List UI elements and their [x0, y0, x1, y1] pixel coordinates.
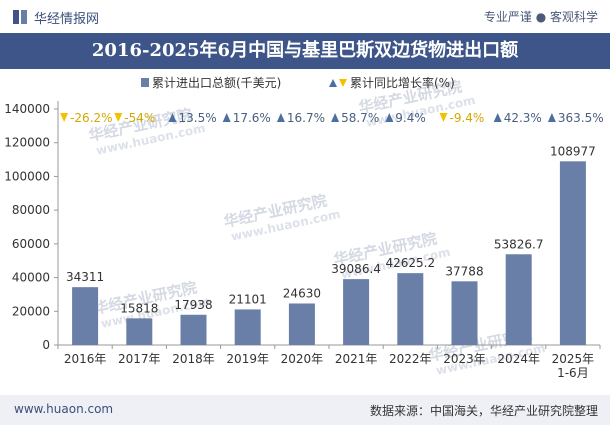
- bar-value-label: 53826.7: [494, 237, 544, 251]
- growth-rate-label: 9.4%: [395, 111, 426, 125]
- bar: [288, 303, 315, 345]
- x-tick-label: 2023年: [443, 352, 486, 366]
- growth-rate-label: 17.6%: [233, 111, 271, 125]
- bar-value-label: 17938: [174, 298, 212, 312]
- legend-arrow-down-icon: [339, 79, 347, 87]
- growth-up-arrow-icon: [385, 113, 394, 122]
- bar: [505, 254, 532, 345]
- x-tick-label: 2019年: [226, 352, 269, 366]
- bar: [72, 287, 99, 345]
- y-tick-label: 20000: [12, 304, 50, 318]
- growth-rate-label: 13.5%: [179, 111, 217, 125]
- x-tick-label: 2016年: [64, 352, 107, 366]
- growth-down-arrow-icon: [60, 113, 69, 122]
- y-tick-label: 80000: [12, 203, 50, 217]
- x-tick-label: 2021年: [335, 352, 378, 366]
- bar-value-label: 21101: [229, 292, 267, 306]
- bar-value-label: 37788: [445, 264, 483, 278]
- brand-name: 华经情报网: [34, 12, 100, 27]
- x-tick-label: 1-6月: [557, 366, 589, 380]
- tagline: 专业严谨 ● 客观科学: [483, 10, 598, 24]
- growth-down-arrow-icon: [439, 113, 448, 122]
- bar: [234, 309, 261, 345]
- bar-value-label: 42625.2: [385, 256, 435, 270]
- growth-rate-label: -9.4%: [450, 111, 485, 125]
- legend-growth-label: 累计同比增长率(%): [350, 75, 455, 90]
- footer-source: 数据来源：中国海关，华经产业研究院整理: [369, 404, 598, 418]
- bar: [397, 273, 424, 345]
- growth-rate-label: 42.3%: [504, 111, 542, 125]
- y-tick-label: 120000: [4, 136, 50, 150]
- x-tick-label: 2020年: [281, 352, 324, 366]
- bar-value-label: 34311: [66, 270, 104, 284]
- x-tick-label: 2022年: [389, 352, 432, 366]
- growth-up-arrow-icon: [168, 113, 177, 122]
- chart-title: 2016-2025年6月中国与基里巴斯双边货物进出口额: [91, 40, 519, 61]
- footer-bar: [0, 395, 610, 425]
- legend-bar-swatch: [141, 78, 149, 87]
- x-tick-label: 2017年: [118, 352, 161, 366]
- y-tick-label: 140000: [4, 102, 50, 116]
- bar-value-label: 39086.4: [331, 262, 381, 276]
- legend-bar-label: 累计进出口总额(千美元): [152, 76, 281, 90]
- growth-up-arrow-icon: [331, 113, 340, 122]
- growth-up-arrow-icon: [222, 113, 231, 122]
- growth-rate-label: 363.5%: [558, 111, 604, 125]
- growth-up-arrow-icon: [276, 113, 285, 122]
- bar-value-label: 24630: [283, 286, 321, 300]
- footer-website[interactable]: www.huaon.com: [14, 402, 114, 416]
- growth-rate-label: -26.2%: [70, 111, 112, 125]
- bar: [343, 279, 370, 345]
- y-tick-label: 0: [42, 338, 50, 352]
- title-bar: [0, 33, 610, 69]
- growth-down-arrow-icon: [114, 113, 123, 122]
- y-tick-label: 100000: [4, 169, 50, 183]
- huajing-logo-icon: [13, 10, 27, 24]
- bar: [180, 314, 207, 345]
- x-tick-label: 2025年: [552, 352, 595, 366]
- chart-area: 华经产业研究院www.huaon.com华经产业研究院www.huaon.com…: [4, 75, 604, 380]
- growth-rate-label: -54%: [124, 111, 155, 125]
- growth-rate-label: 16.7%: [287, 111, 325, 125]
- growth-rate-label: 58.7%: [341, 111, 379, 125]
- y-tick-label: 60000: [12, 237, 50, 251]
- bar-value-label: 15818: [120, 301, 158, 315]
- bar: [126, 318, 153, 345]
- legend-arrow-up-icon: [329, 79, 337, 87]
- y-tick-label: 40000: [12, 271, 50, 285]
- x-tick-label: 2024年: [497, 352, 540, 366]
- growth-up-arrow-icon: [547, 113, 556, 122]
- top-bar: 华经情报网 专业严谨 ● 客观科学: [0, 0, 610, 33]
- bar: [559, 161, 586, 345]
- growth-up-arrow-icon: [493, 113, 502, 122]
- bar-value-label: 108977: [550, 144, 596, 158]
- x-tick-label: 2018年: [172, 352, 215, 366]
- bar: [451, 281, 478, 345]
